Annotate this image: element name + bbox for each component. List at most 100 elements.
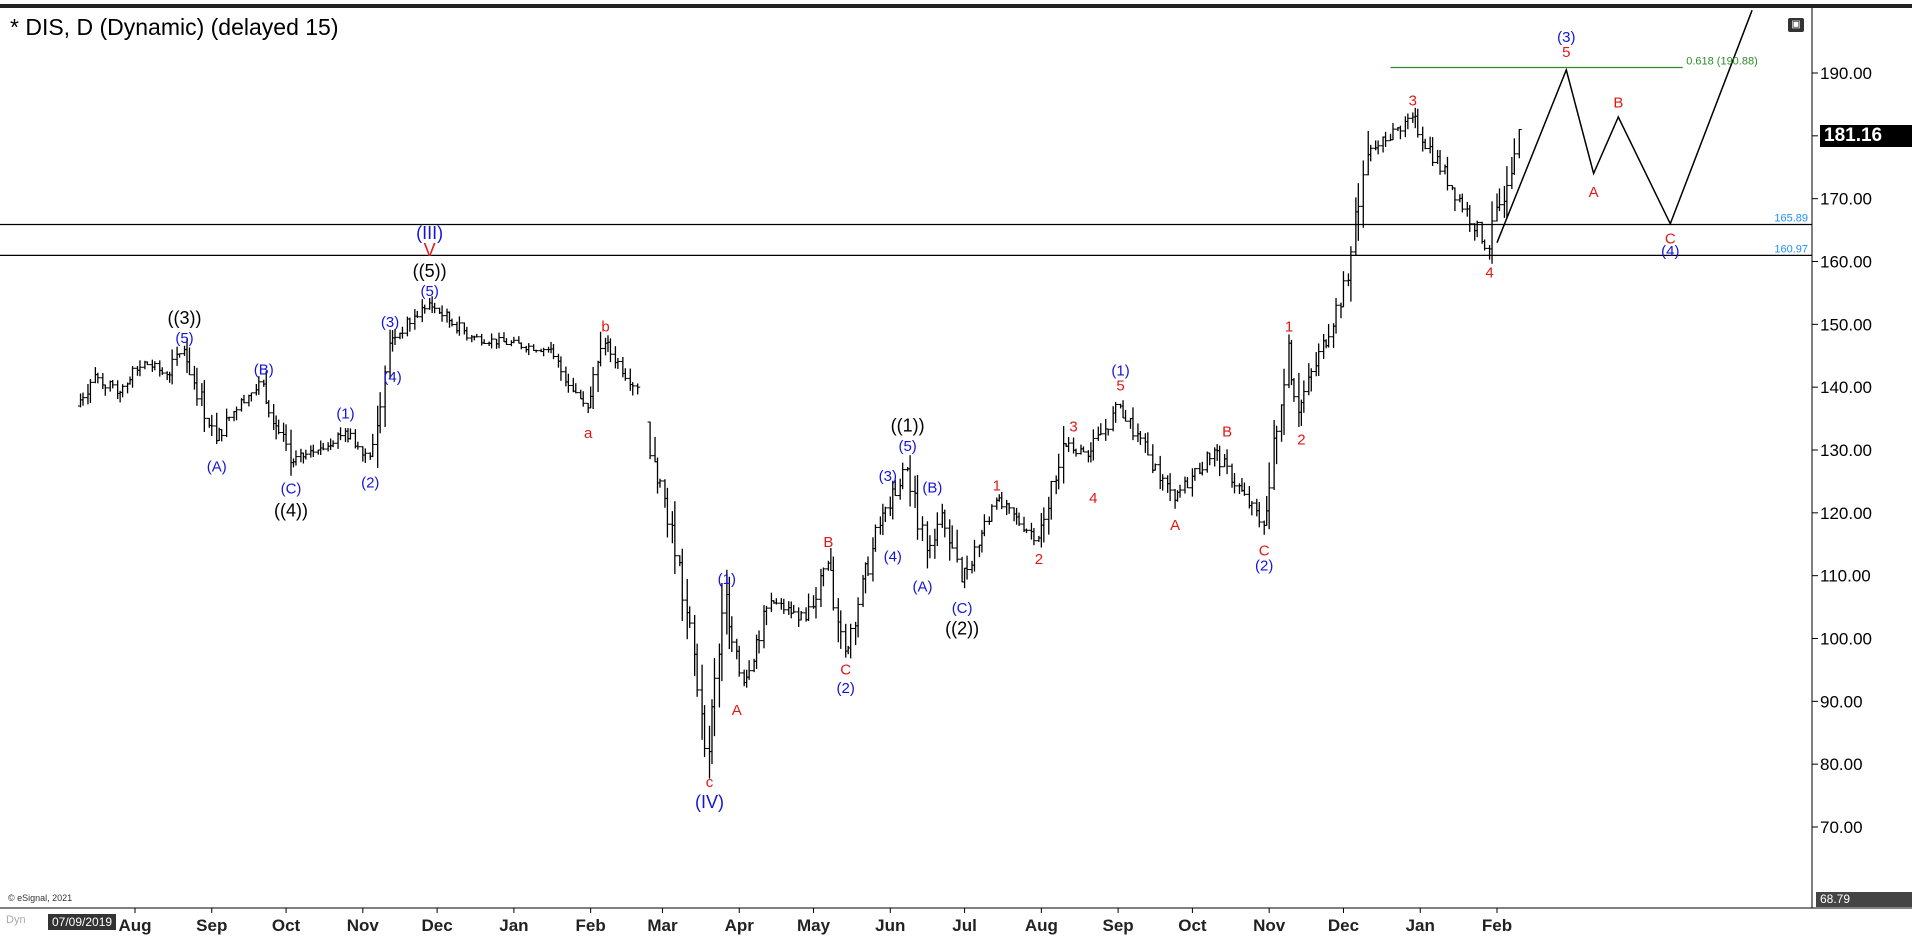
projection-path <box>1496 9 1753 243</box>
min-price-tag: 68.79 <box>1816 892 1912 907</box>
y-tick-label: 160.00 <box>1820 253 1872 272</box>
wave-labels: ((3)) (5) (B) (A) (C) ((4)) (1) (2) (3) (4) (III)V… <box>168 29 1680 812</box>
price-bars <box>78 107 1522 779</box>
wave-label: ((1)) <box>891 415 925 435</box>
projection-line <box>1496 9 1753 243</box>
wave-label: 1 <box>1285 319 1293 336</box>
support-lines: 165.89 160.97 <box>0 212 1812 257</box>
wave-label: (4) <box>884 549 902 566</box>
wave-label: ((4)) <box>274 500 308 520</box>
fib-target-label: 0.618 (190.88) <box>1686 55 1758 67</box>
wave-label: (5) <box>175 330 193 347</box>
wave-label: (1) <box>718 571 736 588</box>
wave-label: B <box>1613 94 1623 111</box>
start-date-box[interactable]: 07/09/2019 <box>48 914 117 930</box>
wave-label: ((5)) <box>413 261 447 281</box>
wave-label: (C) <box>952 600 973 617</box>
x-tick-label: Aug <box>118 916 151 935</box>
wave-label: 2 <box>1035 551 1043 568</box>
x-tick-label: Sep <box>196 916 227 935</box>
y-tick-label: 170.00 <box>1820 190 1872 209</box>
wave-label: C <box>840 662 851 679</box>
wave-label: B <box>1222 424 1232 441</box>
wave-label: (3) <box>879 468 897 485</box>
x-tick-label: Oct <box>272 916 301 935</box>
wave-label: a <box>584 425 593 442</box>
x-tick-label: Aug <box>1025 916 1058 935</box>
x-axis: Aug Sep Oct Nov Dec Jan Feb Mar Apr May Jun Jul Aug S… <box>118 908 1512 935</box>
x-tick-label: Dec <box>422 916 453 935</box>
wave-label: (2) <box>1255 557 1273 574</box>
wave-label: (2) <box>837 680 855 697</box>
y-tick-label: 100.00 <box>1820 630 1872 649</box>
y-tick-label: 90.00 <box>1820 692 1863 711</box>
y-tick-label: 190.00 <box>1820 64 1872 83</box>
wave-label: C <box>1259 542 1270 559</box>
support-line-label: 165.89 <box>1774 212 1808 224</box>
wave-label: V <box>424 240 436 260</box>
x-tick-label: Oct <box>1178 916 1207 935</box>
wave-label: A <box>1170 517 1180 534</box>
wave-label: (A) <box>912 579 932 596</box>
restore-window-icon[interactable]: ▣ <box>1788 18 1804 32</box>
wave-label: 4 <box>1485 265 1493 282</box>
wave-label: (B) <box>254 361 274 378</box>
y-tick-label: 120.00 <box>1820 504 1872 523</box>
wave-label: (3) <box>1557 29 1575 46</box>
x-tick-label: Nov <box>1253 916 1286 935</box>
x-tick-label: Feb <box>576 916 606 935</box>
wave-label: (III) <box>416 223 443 243</box>
wave-label: B <box>823 534 833 551</box>
x-tick-label: Apr <box>725 916 755 935</box>
wave-label: 1 <box>993 478 1001 495</box>
wave-label: ((2)) <box>945 618 979 638</box>
y-tick-label: 150.00 <box>1820 315 1872 334</box>
wave-label: 3 <box>1069 418 1077 435</box>
wave-label: 4 <box>1089 490 1097 507</box>
wave-label: A <box>1589 184 1599 201</box>
wave-label: ((3)) <box>168 308 202 328</box>
wave-label: (4) <box>1661 243 1679 260</box>
wave-label: b <box>601 319 609 336</box>
x-tick-label: Feb <box>1482 916 1512 935</box>
wave-label: (3) <box>381 314 399 331</box>
x-tick-label: Jan <box>499 916 528 935</box>
y-tick-label: 110.00 <box>1820 567 1871 586</box>
wave-label: 5 <box>1562 44 1570 61</box>
support-line-label: 160.97 <box>1774 243 1808 255</box>
wave-label: (C) <box>281 481 302 498</box>
wave-label: C <box>1665 231 1676 248</box>
x-tick-label: Sep <box>1103 916 1134 935</box>
chart-title: * DIS, D (Dynamic) (delayed 15) <box>10 14 339 40</box>
wave-label: (IV) <box>695 792 724 812</box>
y-tick-label: 70.00 <box>1820 818 1863 837</box>
dyn-label: Dyn <box>6 914 26 926</box>
wave-label: c <box>706 774 714 791</box>
wave-label: (2) <box>361 474 379 491</box>
wave-label: A <box>732 702 742 719</box>
y-tick-label: 140.00 <box>1820 378 1872 397</box>
x-tick-label: Jul <box>952 916 977 935</box>
wave-label: 3 <box>1409 92 1417 109</box>
x-tick-label: Jun <box>875 916 905 935</box>
y-tick-label: 80.00 <box>1820 755 1863 774</box>
copyright-text: © eSignal, 2021 <box>8 893 73 903</box>
wave-label: (4) <box>383 369 401 386</box>
x-tick-label: Dec <box>1328 916 1359 935</box>
wave-label: (B) <box>922 479 942 496</box>
wave-label: (5) <box>421 283 439 300</box>
wave-label: (5) <box>898 438 916 455</box>
x-tick-label: Mar <box>647 916 678 935</box>
wave-label: (1) <box>1111 363 1129 380</box>
fib-target: 0.618 (190.88) <box>1390 55 1758 69</box>
x-tick-label: Jan <box>1406 916 1435 935</box>
last-price-tag: 181.16 <box>1820 125 1912 147</box>
wave-label: (A) <box>207 459 227 476</box>
x-tick-label: Nov <box>347 916 380 935</box>
y-tick-label: 130.00 <box>1820 441 1872 460</box>
wave-label: (1) <box>336 405 354 422</box>
x-tick-label: May <box>797 916 831 935</box>
wave-label: 2 <box>1297 432 1305 449</box>
